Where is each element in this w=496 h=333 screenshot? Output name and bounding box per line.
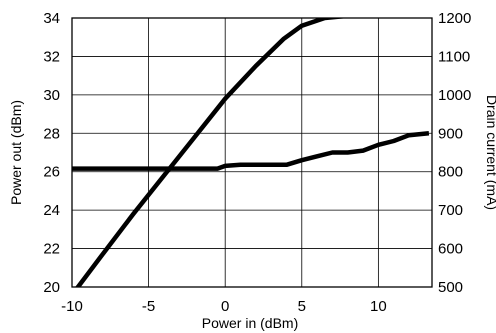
series-layer <box>72 18 430 287</box>
y-axis-left-label: Power out (dBm) <box>8 100 24 205</box>
y-left-tick-label: 28 <box>43 125 60 142</box>
x-tick-label: -5 <box>142 298 155 315</box>
x-tick-label: 10 <box>370 298 387 315</box>
x-tick-label: 0 <box>221 298 229 315</box>
y-right-tick-label: 500 <box>438 279 463 296</box>
y-left-tick-label: 26 <box>43 164 60 181</box>
tick-labels: -10 -5 0 5 10 20 22 24 26 28 30 32 34 500 600 700 800 900… <box>43 10 471 315</box>
y-right-tick-label: 800 <box>438 164 463 181</box>
plot-frame <box>71 17 433 288</box>
y-axis-right-label: Drain current (mA) <box>484 95 496 210</box>
y-left-tick-label: 34 <box>43 10 60 27</box>
y-right-tick-label: 600 <box>438 241 463 258</box>
y-left-tick-label: 32 <box>43 48 60 65</box>
x-axis-label: Power in (dBm) <box>202 315 298 331</box>
y-left-tick-label: 20 <box>43 279 60 296</box>
y-right-tick-label: 1200 <box>438 10 471 27</box>
x-tick-label: -10 <box>61 298 83 315</box>
y-left-tick-label: 24 <box>43 202 60 219</box>
y-right-tick-label: 1100 <box>438 48 470 65</box>
y-right-tick-label: 1000 <box>438 87 471 104</box>
y-left-tick-label: 22 <box>43 241 60 258</box>
power-out-line <box>75 18 349 287</box>
y-right-tick-label: 900 <box>438 125 463 142</box>
y-left-tick-label: 30 <box>43 87 60 104</box>
drain-current-line <box>72 131 430 171</box>
y-right-tick-label: 700 <box>438 202 463 219</box>
gridlines <box>71 17 432 288</box>
x-tick-label: 5 <box>298 298 306 315</box>
